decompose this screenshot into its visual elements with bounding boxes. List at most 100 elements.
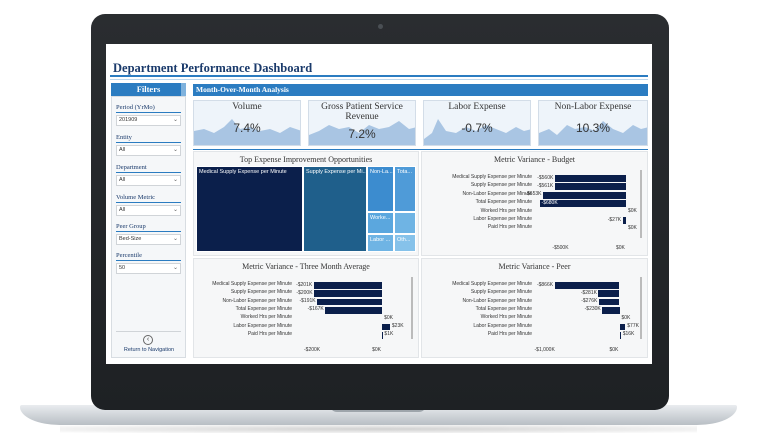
filter-underline [116, 172, 181, 173]
x-tick-label: -$500K [552, 245, 569, 251]
chevron-down-icon: ⌄ [172, 236, 178, 242]
x-tick-label: $0K [616, 245, 625, 251]
bar[interactable] [619, 331, 621, 339]
x-tick-label: $0K [609, 347, 619, 353]
bar[interactable] [622, 217, 626, 224]
bar[interactable] [382, 323, 390, 331]
peer-group-value: Bed-Size [119, 236, 142, 242]
period-select[interactable]: 201909 ⌄ [116, 115, 181, 126]
bar[interactable] [554, 175, 626, 182]
page-title: Department Performance Dashboard [113, 61, 313, 75]
treemap-cell[interactable]: Medical Supply Expense per Minute [196, 166, 303, 252]
kpi-card-volume[interactable]: Volume 7.4% [193, 100, 301, 146]
section-divider [193, 149, 648, 150]
bar[interactable] [325, 306, 383, 314]
value-label: $0K [621, 314, 631, 321]
panel-scrollbar[interactable] [640, 170, 642, 238]
title-divider [110, 75, 648, 77]
kpi-card-labor-expense[interactable]: Labor Expense -0.7% [423, 100, 531, 146]
kpi-title: Non-Labor Expense [554, 102, 632, 112]
treemap-cell[interactable]: Non-La... [367, 166, 394, 212]
value-label: -$653K [525, 191, 542, 198]
arrow-left-circle-icon[interactable]: ‹ [143, 335, 153, 345]
filters-panel [111, 96, 186, 358]
category-label: Medical Supply Expense per Minute [452, 281, 532, 287]
treemap-title: Top Expense Improvement Opportunities [239, 155, 373, 164]
filters-header: Filters [111, 83, 186, 96]
value-label: $23K [391, 323, 404, 329]
value-label: -$230K [584, 306, 601, 313]
treemap-cell[interactable]: Oth... [394, 234, 416, 252]
x-tick-label: -$200K [304, 347, 321, 353]
value-label: $0K [628, 208, 637, 215]
sparkline-labor [424, 119, 530, 145]
kpi-card-gross-patient-service-revenue[interactable]: Gross Patient Service Revenue 7.2% [308, 100, 416, 146]
bar[interactable] [598, 290, 620, 298]
category-label: Medical Supply Expense per Minute [212, 281, 292, 287]
return-to-navigation-button[interactable]: Return to Navigation [123, 347, 175, 353]
chevron-down-icon: ⌄ [172, 207, 178, 213]
volume-metric-value: All [119, 207, 126, 213]
bar[interactable] [539, 200, 626, 208]
category-label: Labor Expense per Minute [473, 322, 532, 329]
panel-scrollbar[interactable] [640, 277, 642, 339]
filter-label-department: Department [116, 164, 147, 171]
x-tick-label: $0K [372, 347, 381, 353]
panel-scrollbar[interactable] [411, 277, 413, 339]
chevron-down-icon: ⌄ [172, 147, 178, 153]
treemap-cell[interactable]: Labor ... [367, 234, 394, 252]
value-label: -$276K [581, 298, 598, 305]
bar[interactable] [619, 323, 626, 331]
category-label: Paid Hrs per Minute [487, 330, 532, 337]
bar[interactable] [602, 306, 620, 314]
filter-label-peer-group: Peer Group [116, 223, 146, 230]
filters-scrollbar[interactable] [181, 83, 186, 96]
department-value: All [119, 177, 126, 183]
budget-variance-panel: Metric Variance - Budget Medical Supply … [421, 151, 648, 256]
dashboard-screen: Department Performance Dashboard Filters… [106, 44, 652, 364]
treemap-cell[interactable]: Worke... [367, 212, 394, 234]
sparkline-revenue [309, 121, 415, 145]
treemap-cell[interactable] [394, 212, 416, 234]
treemap-panel: Top Expense Improvement Opportunities Me… [193, 151, 419, 256]
category-label: Total Expense per Minute [235, 305, 292, 312]
category-label: Worked Hrs per Minute [240, 314, 292, 321]
department-select[interactable]: All ⌄ [116, 175, 181, 186]
value-label: -$191K [299, 298, 316, 305]
bar[interactable] [317, 298, 383, 306]
bar[interactable] [554, 282, 620, 289]
kpi-title: Labor Expense [448, 102, 506, 112]
category-label: Total Expense per Minute [475, 199, 532, 206]
category-label: Paid Hrs per Minute [487, 224, 532, 231]
kpi-value: 7.4% [233, 121, 261, 135]
chevron-down-icon: ⌄ [172, 177, 178, 183]
filter-underline [116, 142, 181, 143]
category-label: Supply Expense per Minute [230, 289, 292, 296]
laptop-base [20, 405, 737, 425]
category-label: Labor Expense per Minute [233, 322, 292, 329]
value-label: -$866K [536, 281, 554, 288]
value-label: $0K [384, 314, 393, 321]
bar[interactable] [542, 191, 626, 199]
percentile-select[interactable]: 50 ⌄ [116, 263, 181, 274]
kpi-value: -0.7% [461, 121, 493, 135]
category-label: Non-Labor Expense per Minute [222, 297, 293, 304]
treemap-cell[interactable]: Tota... [394, 166, 416, 212]
volume-metric-select[interactable]: All ⌄ [116, 205, 181, 216]
bar[interactable] [554, 183, 626, 191]
value-label: -$201K [296, 281, 313, 288]
peer-group-select[interactable]: Bed-Size ⌄ [116, 234, 181, 245]
title-divider-light [110, 79, 648, 80]
value-label: -$560K [537, 174, 554, 181]
filter-label-period: Period (YrMo) [116, 104, 155, 111]
chart-title: Metric Variance - Peer [498, 262, 571, 271]
sparkline-non-labor [539, 121, 647, 145]
bar[interactable] [313, 282, 383, 289]
filter-label-entity: Entity [116, 134, 132, 141]
kpi-card-non-labor-expense[interactable]: Non-Labor Expense 10.3% [538, 100, 648, 146]
return-divider [116, 331, 181, 332]
entity-select[interactable]: All ⌄ [116, 145, 181, 156]
bar[interactable] [598, 298, 620, 306]
bar[interactable] [314, 290, 383, 298]
treemap-cell[interactable]: Supply Expense per Mi... [303, 166, 367, 252]
